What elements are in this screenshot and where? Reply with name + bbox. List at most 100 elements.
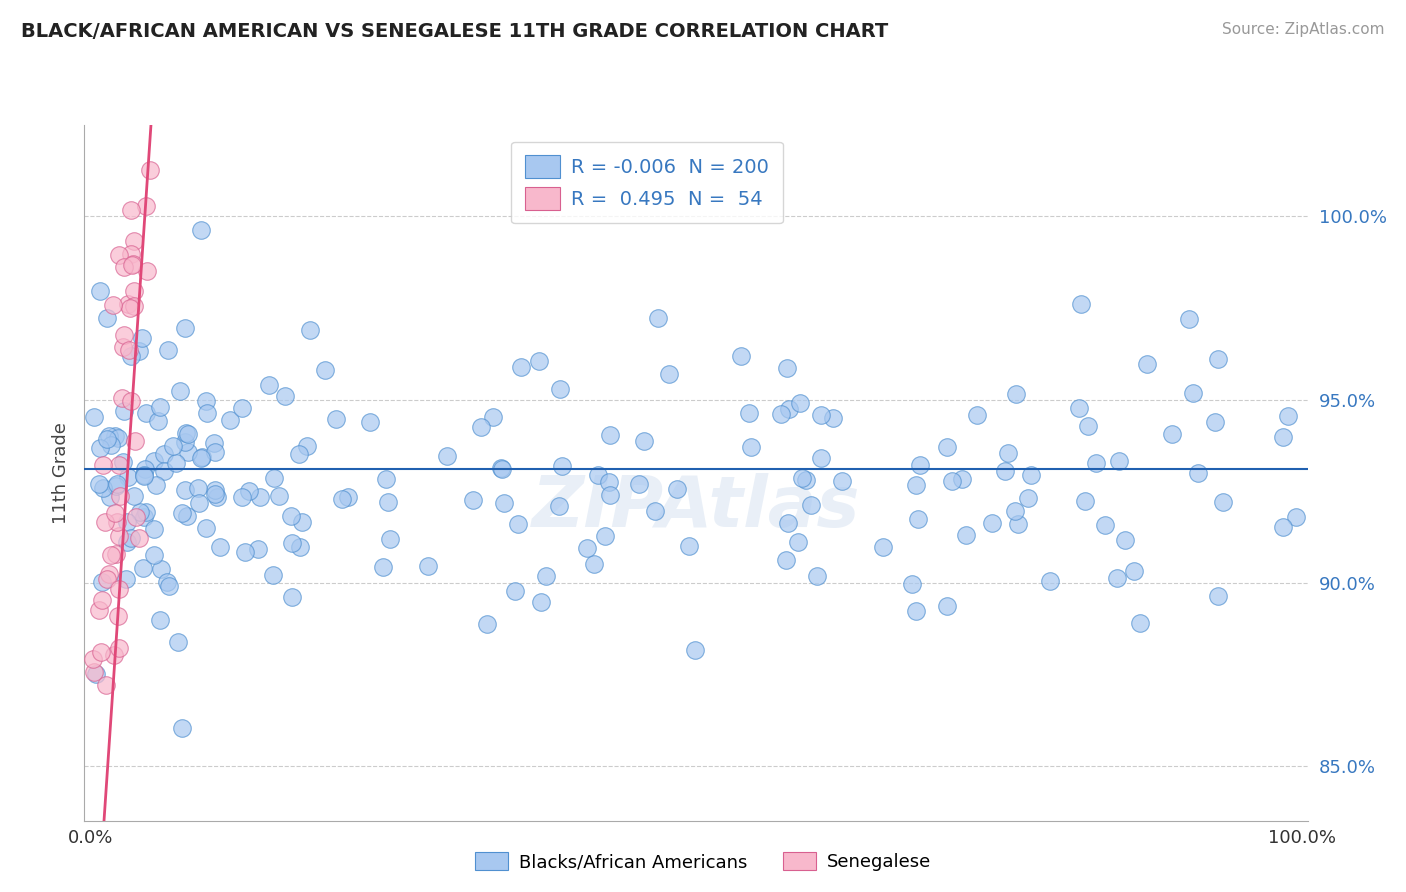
Point bbox=[94, 516, 117, 530]
Point bbox=[90, 842, 112, 856]
Point bbox=[233, 545, 256, 559]
Point bbox=[231, 490, 253, 504]
Point bbox=[87, 476, 110, 491]
Point bbox=[993, 464, 1015, 478]
Point bbox=[1108, 453, 1130, 467]
Point bbox=[153, 464, 176, 478]
Point bbox=[371, 560, 394, 574]
Point bbox=[1069, 401, 1091, 416]
Point bbox=[190, 223, 212, 237]
Point bbox=[108, 640, 131, 655]
Point bbox=[187, 481, 209, 495]
Point bbox=[628, 477, 651, 491]
Point bbox=[800, 499, 823, 513]
Point bbox=[107, 477, 129, 491]
Point bbox=[492, 496, 515, 510]
Point bbox=[789, 396, 811, 410]
Point bbox=[1070, 297, 1092, 311]
Point bbox=[134, 468, 156, 483]
Point bbox=[527, 354, 550, 368]
Point bbox=[115, 534, 138, 549]
Point bbox=[297, 439, 319, 453]
Point bbox=[935, 440, 957, 454]
Point bbox=[136, 0, 159, 10]
Point bbox=[89, 284, 111, 298]
Point bbox=[125, 509, 148, 524]
Point bbox=[83, 891, 105, 892]
Point bbox=[142, 453, 165, 467]
Point bbox=[145, 477, 167, 491]
Text: Source: ZipAtlas.com: Source: ZipAtlas.com bbox=[1222, 22, 1385, 37]
Point bbox=[489, 461, 512, 475]
Point bbox=[112, 327, 135, 342]
Point bbox=[314, 363, 336, 377]
Point bbox=[950, 472, 973, 486]
Point bbox=[98, 567, 121, 582]
Point bbox=[477, 616, 499, 631]
Point bbox=[131, 331, 153, 345]
Point bbox=[98, 490, 121, 504]
Point bbox=[104, 547, 127, 561]
Point bbox=[463, 493, 485, 508]
Point bbox=[1271, 520, 1294, 534]
Point bbox=[204, 445, 226, 459]
Point bbox=[941, 475, 963, 489]
Point bbox=[128, 531, 150, 545]
Point bbox=[190, 451, 212, 466]
Point bbox=[1019, 467, 1042, 482]
Point bbox=[107, 516, 129, 530]
Point bbox=[118, 301, 141, 315]
Legend: Blacks/African Americans, Senegalese: Blacks/African Americans, Senegalese bbox=[468, 845, 938, 879]
Point bbox=[205, 490, 228, 504]
Point bbox=[823, 411, 845, 425]
Text: ZIPAtlas: ZIPAtlas bbox=[531, 473, 860, 542]
Point bbox=[114, 572, 136, 586]
Point bbox=[905, 604, 928, 618]
Point bbox=[794, 473, 817, 487]
Point bbox=[165, 456, 187, 470]
Point bbox=[174, 483, 197, 498]
Point bbox=[658, 368, 681, 382]
Point bbox=[107, 458, 129, 472]
Point bbox=[132, 510, 155, 524]
Point bbox=[174, 425, 197, 440]
Point bbox=[599, 428, 621, 442]
Point bbox=[111, 392, 134, 406]
Point bbox=[647, 311, 669, 326]
Point bbox=[955, 528, 977, 542]
Point bbox=[86, 667, 108, 681]
Point bbox=[100, 549, 122, 563]
Point bbox=[280, 536, 302, 550]
Point bbox=[831, 474, 853, 488]
Point bbox=[87, 853, 110, 867]
Point bbox=[108, 489, 131, 503]
Point bbox=[330, 491, 353, 506]
Point bbox=[810, 408, 832, 422]
Point bbox=[274, 389, 297, 403]
Point bbox=[120, 531, 142, 545]
Point bbox=[173, 320, 195, 334]
Point bbox=[1181, 386, 1204, 401]
Point bbox=[904, 478, 927, 492]
Point bbox=[547, 499, 569, 513]
Point bbox=[136, 57, 159, 71]
Point bbox=[491, 462, 513, 476]
Point bbox=[530, 595, 553, 609]
Point bbox=[775, 553, 797, 567]
Point bbox=[1085, 456, 1108, 470]
Point bbox=[124, 434, 146, 448]
Point bbox=[281, 591, 304, 605]
Point bbox=[534, 568, 557, 582]
Point bbox=[1177, 311, 1199, 326]
Point bbox=[1285, 510, 1308, 524]
Point bbox=[120, 349, 142, 363]
Point bbox=[247, 542, 270, 557]
Point bbox=[786, 534, 808, 549]
Point bbox=[128, 505, 150, 519]
Point bbox=[1004, 387, 1026, 401]
Point bbox=[1136, 357, 1159, 371]
Point bbox=[120, 247, 142, 261]
Point bbox=[288, 447, 311, 461]
Point bbox=[505, 584, 527, 599]
Point bbox=[249, 491, 271, 505]
